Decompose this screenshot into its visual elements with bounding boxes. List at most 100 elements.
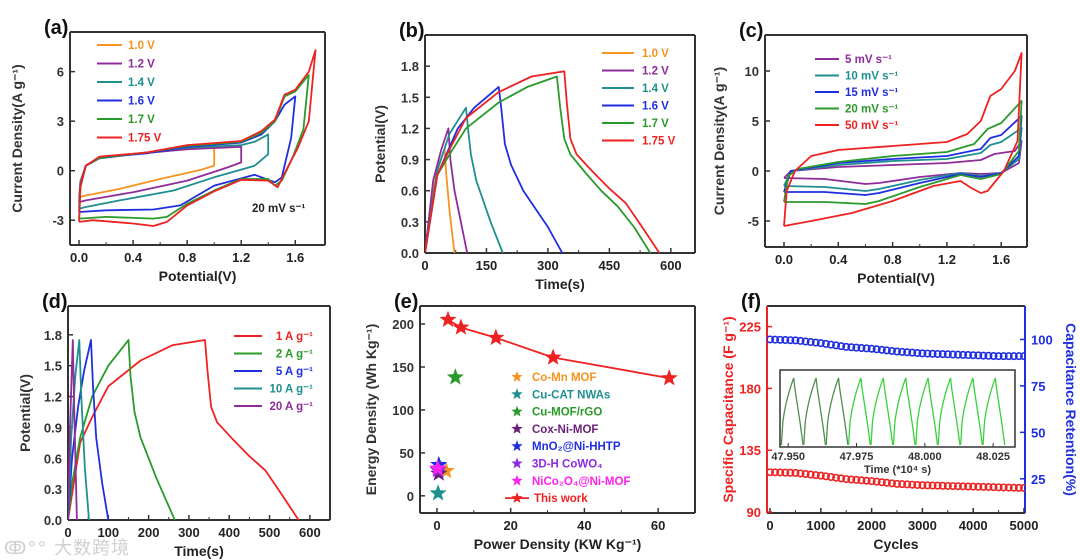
x-tick-label: 100 [97, 525, 119, 540]
series-line [783, 100, 1023, 205]
x-tick-label: 4000 [959, 518, 988, 533]
y-tick-label: 0 [407, 489, 414, 504]
x-tick-label: 1000 [806, 518, 835, 533]
data-point-capacitance [923, 481, 932, 490]
legend-label: 1.0 V [642, 48, 669, 60]
y-tick-label: 90 [747, 505, 761, 520]
panel-label: (c) [739, 20, 763, 42]
x-tick-label: 600 [660, 258, 682, 273]
data-point-retention [791, 336, 800, 345]
data-point-capacitance [806, 470, 815, 479]
legend-label: 1.6 V [642, 101, 669, 113]
x-tick-label: 0 [64, 525, 71, 540]
plot-area [425, 70, 661, 253]
data-point-capacitance [908, 480, 917, 489]
x-tick-label: 40 [577, 518, 591, 533]
data-point-capacitance [847, 475, 856, 484]
y-tick-label: 200 [392, 317, 414, 332]
inset-x-tick-label: 48.025 [976, 451, 1010, 463]
x-tick-label: 500 [259, 525, 281, 540]
legend-label: This work [534, 493, 588, 505]
x-axis-label: Time(s) [535, 276, 585, 292]
data-point-capacitance [943, 481, 952, 490]
y-tick-label: 135 [739, 443, 761, 458]
data-point-retention [948, 350, 957, 359]
data-point-star [452, 318, 470, 335]
plot-area [68, 339, 300, 520]
data-point-retention [796, 336, 805, 345]
legend-label: 1.6 V [128, 96, 155, 108]
inset-cycle-curve [780, 377, 804, 446]
legend-label: 15 mV s⁻¹ [845, 87, 899, 99]
legend-label: 1.4 V [642, 83, 669, 95]
x-tick-label: 3000 [908, 518, 937, 533]
y-tick-label: 0.0 [401, 246, 419, 261]
data-point-capacitance [953, 482, 962, 491]
data-point-retention [938, 350, 947, 359]
y-axis-label: Current Density(A g⁻¹) [711, 67, 727, 215]
series-line [68, 339, 300, 520]
series-line [447, 318, 670, 379]
inset-cycle-curve [982, 377, 1006, 446]
x-tick-label: 200 [138, 525, 160, 540]
y-tick-label: 5 [752, 114, 759, 129]
legend-label: 1.0 V [128, 40, 155, 52]
data-point-capacitance [852, 475, 861, 484]
legend-label: Co-Mn MOF [532, 372, 597, 384]
data-point-capacitance [918, 481, 927, 490]
data-point-capacitance [989, 483, 998, 492]
legend-star-icon [511, 405, 523, 417]
data-point-retention [832, 341, 841, 350]
inset-x-axis-label: Time (*10⁴ s) [864, 464, 931, 476]
data-point-capacitance [1019, 484, 1025, 492]
legend-label: 1.75 V [642, 136, 676, 148]
data-point-retention [771, 335, 780, 344]
data-point-retention [852, 343, 861, 352]
data-point-capacitance [781, 468, 790, 477]
data-point-retention [898, 347, 907, 356]
x-axis-label: Potential(V) [159, 268, 237, 284]
x-tick-label: 0 [766, 518, 773, 533]
series-line [425, 127, 469, 253]
data-point-capacitance [796, 469, 805, 478]
data-point-retention [816, 339, 825, 348]
x-tick-label: 0 [421, 258, 428, 273]
plot-area [78, 49, 317, 227]
legend-label: Cu-CAT NWAs [532, 389, 610, 401]
data-point-capacitance [938, 481, 947, 490]
y-tick-label: 1.5 [401, 90, 419, 105]
data-point-retention [857, 343, 866, 352]
inset-cycle-curve [959, 377, 984, 446]
series-line [78, 49, 317, 227]
data-point-retention [933, 349, 942, 358]
data-point-retention [1004, 352, 1013, 361]
data-point-capacitance [913, 480, 922, 489]
data-point-retention [842, 342, 851, 351]
legend-star-icon [511, 388, 523, 400]
data-point-capacitance [872, 477, 881, 486]
legend-label: 1.2 V [128, 59, 155, 71]
legend-label: 10 A g⁻¹ [269, 384, 313, 396]
panel-d: 0 100 200 300 400 500 600 0.0 0.3 0.6 0.9 1.2 1.5 1.8… [17, 291, 331, 559]
data-point-retention [979, 351, 988, 360]
legend-star-icon [511, 440, 523, 452]
plot-area [783, 52, 1023, 227]
data-point-retention [913, 349, 922, 358]
data-point-capacitance [893, 479, 902, 488]
data-point-retention [806, 338, 815, 347]
data-point-capacitance [771, 468, 780, 477]
y-tick-label: 150 [392, 360, 414, 375]
panel-a: 0.0 0.4 0.8 1.2 1.6 -3 0 3 6 Potential(V) Current … [9, 17, 326, 284]
data-point-retention [959, 350, 968, 359]
data-point-retention [862, 344, 871, 353]
y-tick-label: 1.8 [44, 328, 62, 343]
data-point-capacitance [974, 482, 983, 491]
data-point-capacitance [999, 483, 1008, 492]
inset-cycle-curve [892, 377, 916, 446]
data-point-capacitance [928, 481, 937, 490]
data-point-star [439, 310, 457, 327]
data-point-retention [903, 348, 912, 357]
data-point-capacitance [1004, 483, 1013, 492]
x-axis-label: Time(s) [174, 543, 224, 559]
